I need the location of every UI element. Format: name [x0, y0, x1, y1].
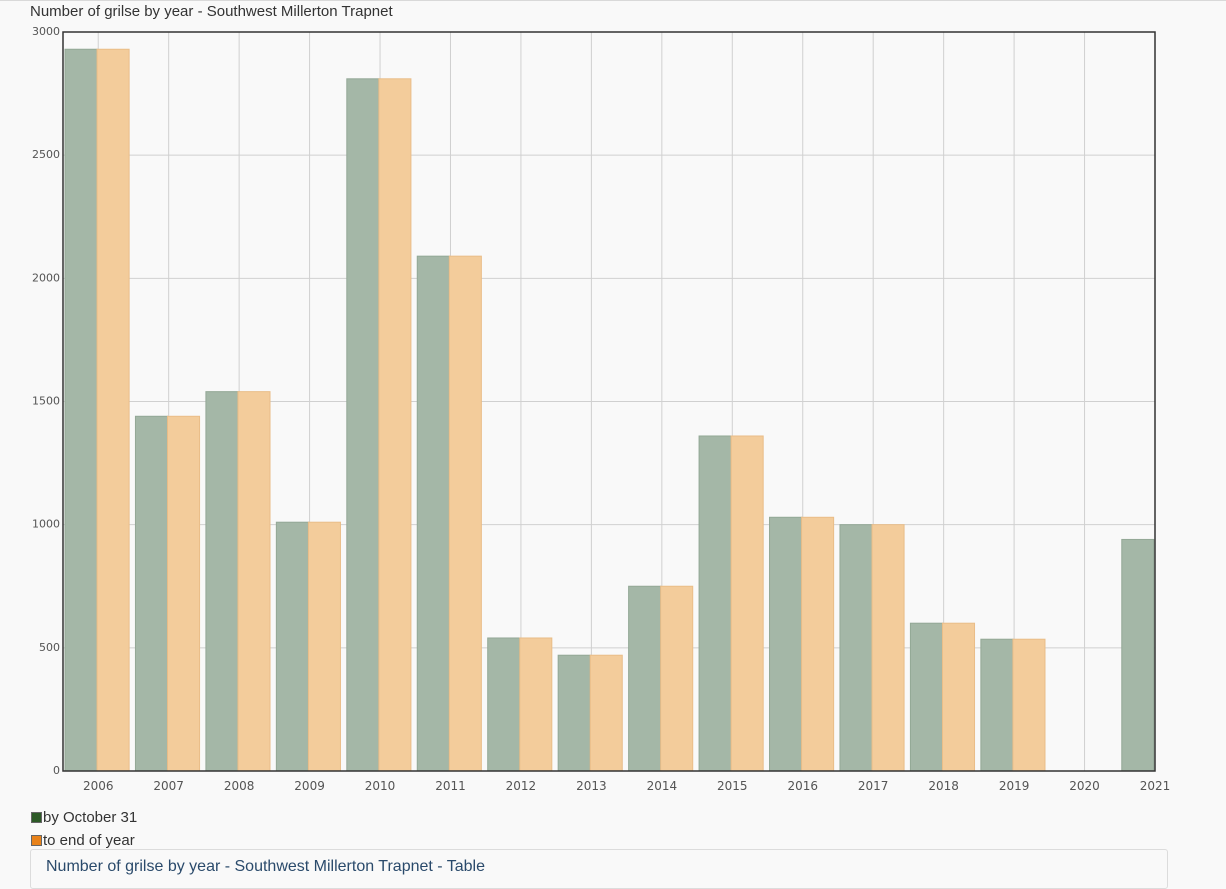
top-divider: [0, 0, 1226, 1]
bar-by-october-31-2012: [487, 637, 521, 772]
bar-to-end-of-year-2014: [660, 585, 694, 772]
y-tick-label: 500: [39, 641, 60, 654]
bar-to-end-of-year-2013: [589, 654, 623, 772]
bar-to-end-of-year-2006: [96, 48, 130, 772]
x-tick-label: 2018: [928, 779, 959, 793]
bar-by-october-31-2021: [1121, 538, 1155, 772]
bar-to-end-of-year-2008: [237, 391, 271, 772]
bar-to-end-of-year-2019: [1012, 638, 1046, 772]
legend-item-by-october-31[interactable]: by October 31: [31, 806, 137, 829]
bar-by-october-31-2019: [980, 638, 1014, 772]
bar-by-october-31-2015: [698, 435, 732, 772]
bar-chart: 0 500 1000 1500 2000 2500 3000 2006 2007 2008 2009…: [32, 25, 1171, 793]
bar-by-october-31-2006: [64, 48, 98, 772]
bar-to-end-of-year-2012: [519, 637, 553, 772]
bar-by-october-31-2011: [416, 255, 450, 772]
y-tick-label: 3000: [32, 25, 60, 38]
bar-to-end-of-year-2017: [871, 524, 905, 772]
legend-item-to-end-of-year[interactable]: to end of year: [31, 829, 137, 852]
legend-label: to end of year: [43, 832, 135, 849]
bar-by-october-31-2016: [769, 516, 803, 772]
x-tick-label: 2014: [647, 779, 678, 793]
bar-to-end-of-year-2007: [167, 415, 201, 772]
bar-to-end-of-year-2011: [448, 255, 482, 772]
bar-to-end-of-year-2015: [730, 435, 764, 772]
y-tick-label: 1000: [32, 518, 60, 531]
x-tick-label: 2019: [999, 779, 1030, 793]
bar-by-october-31-2014: [628, 585, 662, 772]
bar-by-october-31-2010: [346, 78, 380, 772]
bar-by-october-31-2008: [205, 391, 239, 772]
x-tick-label: 2006: [83, 779, 114, 793]
x-tick-label: 2009: [294, 779, 325, 793]
bar-by-october-31-2007: [134, 415, 169, 772]
x-tick-label: 2013: [576, 779, 607, 793]
y-tick-label: 1500: [32, 395, 60, 408]
y-tick-label: 2000: [32, 271, 60, 284]
x-tick-label: 2011: [435, 779, 466, 793]
legend-swatch-by-october-31: [31, 812, 42, 823]
x-tick-label: 2012: [506, 779, 537, 793]
table-toggle-link[interactable]: Number of grilse by year - Southwest Mil…: [46, 858, 486, 875]
x-tick-label: 2020: [1069, 779, 1100, 793]
x-tick-label: 2021: [1140, 779, 1171, 793]
x-tick-label: 2007: [153, 779, 184, 793]
bar-to-end-of-year-2010: [378, 78, 412, 772]
bar-to-end-of-year-2009: [307, 521, 341, 772]
chart-title: Number of grilse by year - Southwest Mil…: [30, 3, 393, 20]
bar-to-end-of-year-2018: [941, 622, 976, 772]
y-tick-label: 2500: [32, 148, 60, 161]
bar-by-october-31-2018: [909, 622, 943, 772]
x-tick-label: 2010: [365, 779, 396, 793]
x-tick-label: 2017: [858, 779, 889, 793]
legend-label: by October 31: [43, 809, 138, 826]
legend-swatch-to-end-of-year: [31, 835, 42, 846]
bar-by-october-31-2013: [557, 654, 591, 772]
chart-legend: by October 31 to end of year: [31, 806, 137, 852]
table-panel: Number of grilse by year - Southwest Mil…: [30, 849, 1168, 889]
bar-to-end-of-year-2016: [801, 516, 835, 772]
x-tick-label: 2016: [787, 779, 818, 793]
y-tick-label: 0: [53, 764, 60, 777]
x-tick-label: 2015: [717, 779, 748, 793]
bar-by-october-31-2009: [275, 521, 309, 772]
x-tick-label: 2008: [224, 779, 255, 793]
bar-by-october-31-2017: [839, 524, 873, 772]
plot-frame: [62, 31, 1156, 772]
